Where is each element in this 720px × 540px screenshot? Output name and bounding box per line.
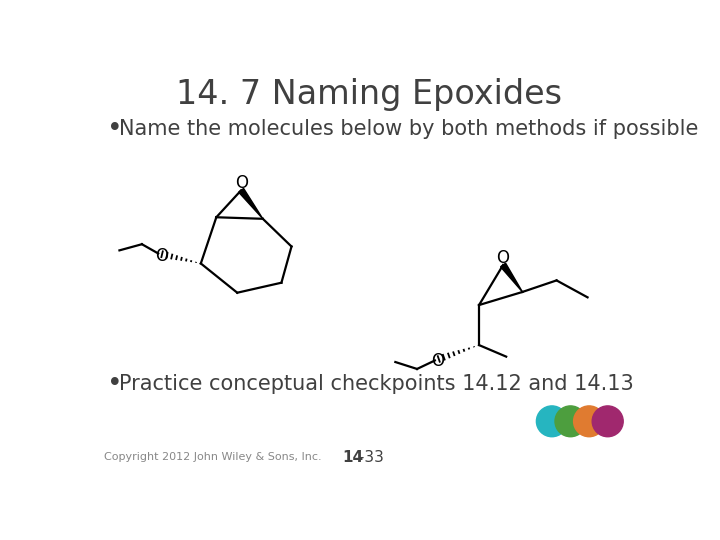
Text: O: O: [431, 352, 444, 370]
Text: •: •: [107, 372, 122, 397]
Text: Name the molecules below by both methods if possible: Name the molecules below by both methods…: [120, 119, 699, 139]
Polygon shape: [500, 263, 523, 292]
Circle shape: [574, 406, 605, 437]
Text: •: •: [107, 117, 122, 143]
Circle shape: [593, 406, 624, 437]
Text: 14: 14: [343, 450, 364, 465]
Circle shape: [555, 406, 586, 437]
Text: Copyright 2012 John Wiley & Sons, Inc.: Copyright 2012 John Wiley & Sons, Inc.: [104, 453, 322, 462]
Circle shape: [536, 406, 567, 437]
Text: O: O: [235, 174, 248, 192]
Text: -33: -33: [354, 450, 384, 465]
Text: O: O: [497, 249, 510, 267]
Text: Practice conceptual checkpoints 14.12 and 14.13: Practice conceptual checkpoints 14.12 an…: [120, 374, 634, 394]
Text: O: O: [155, 247, 168, 265]
Polygon shape: [238, 188, 263, 219]
Text: 14. 7 Naming Epoxides: 14. 7 Naming Epoxides: [176, 78, 562, 111]
